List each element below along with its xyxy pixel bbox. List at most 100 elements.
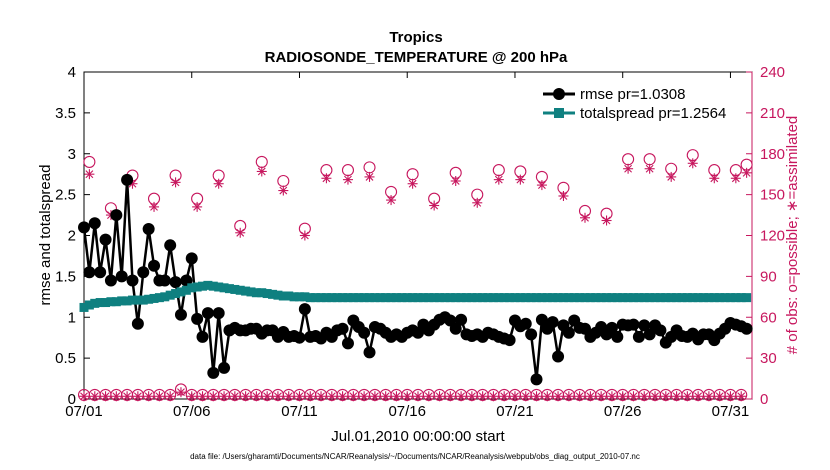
obs-assimilated-marker <box>709 173 720 184</box>
obs-assimilated-marker <box>111 391 122 402</box>
totalspread-point <box>187 283 197 293</box>
totalspread-point <box>375 293 385 303</box>
y-tick-label-left: 2.5 <box>55 187 76 204</box>
totalspread-point <box>101 298 111 308</box>
obs-assimilated-marker <box>617 391 628 402</box>
rmse-point <box>293 331 306 344</box>
rmse-point <box>164 239 177 252</box>
obs-assimilated-marker <box>493 174 504 185</box>
obs-assimilated-marker <box>240 391 251 402</box>
rmse-point <box>740 322 753 335</box>
obs-assimilated-marker <box>299 230 310 241</box>
obs-assimilated-marker <box>192 201 203 212</box>
obs-assimilated-marker <box>450 176 461 186</box>
totalspread-point <box>424 293 434 303</box>
totalspread-point <box>79 302 89 312</box>
x-tick-label: 07/01 <box>65 403 103 420</box>
totalspread-point <box>445 293 455 303</box>
x-tick-label: 07/16 <box>388 403 426 420</box>
totalspread-point <box>639 293 649 303</box>
totalspread-point <box>569 293 579 303</box>
legend-spread-label: totalspread pr=1.2564 <box>580 105 726 122</box>
x-tick-label: 07/31 <box>712 403 750 420</box>
totalspread-point <box>117 296 127 306</box>
y-tick-label-right: 150 <box>760 187 785 204</box>
totalspread-point <box>505 293 515 303</box>
obs-assimilated-marker <box>660 391 671 402</box>
obs-assimilated-marker <box>342 174 353 185</box>
totalspread-point <box>451 293 461 303</box>
obs-assimilated-marker <box>671 391 682 402</box>
totalspread-point <box>127 295 137 305</box>
obs-assimilated-marker <box>305 391 316 402</box>
obs-assimilated-marker <box>337 391 348 402</box>
y-tick-label-right: 180 <box>760 146 785 163</box>
totalspread-point <box>650 293 660 303</box>
rmse-point <box>552 350 565 363</box>
obs-assimilated-marker <box>272 391 283 402</box>
totalspread-point <box>300 292 310 302</box>
obs-assimilated-marker <box>714 391 725 402</box>
y-tick-label-left: 1.5 <box>55 268 76 285</box>
obs-assimilated-marker <box>326 391 337 402</box>
rmse-point <box>632 330 645 343</box>
totalspread-point <box>580 293 590 303</box>
rmse-point <box>638 319 651 332</box>
rmse-point <box>126 274 139 287</box>
totalspread-point <box>391 293 401 303</box>
totalspread-series <box>79 280 752 312</box>
obs-assimilated-marker <box>402 391 413 402</box>
totalspread-point <box>494 293 504 303</box>
rmse-point <box>110 209 123 222</box>
obs-assimilated-marker <box>251 391 262 402</box>
totalspread-point <box>365 293 375 303</box>
obs-assimilated-marker <box>407 178 418 189</box>
totalspread-point <box>435 293 445 303</box>
y-tick-label-right: 240 <box>760 64 785 81</box>
totalspread-point <box>219 283 229 293</box>
obs-assimilated-marker <box>730 173 741 184</box>
totalspread-point <box>564 293 574 303</box>
totalspread-point <box>429 293 439 303</box>
totalspread-point <box>596 293 606 303</box>
obs-assimilated-marker <box>515 174 526 185</box>
totalspread-point <box>257 288 267 298</box>
totalspread-point <box>515 293 525 303</box>
rmse-point <box>298 303 311 316</box>
obs-assimilated-marker <box>434 391 445 402</box>
totalspread-point <box>645 293 655 303</box>
x-axis: 07/01 07/06 07/11 07/16 07/21 07/26 07/31 <box>65 72 749 420</box>
totalspread-point <box>618 293 628 303</box>
obs-assimilated-marker <box>262 391 273 402</box>
obs-assimilated-marker <box>359 391 370 402</box>
rmse-point <box>78 221 90 234</box>
totalspread-point <box>316 293 326 303</box>
obs-assimilated-marker <box>380 391 391 402</box>
obs-assimilated-marker <box>736 391 747 402</box>
rmse-point <box>611 330 624 343</box>
totalspread-point <box>720 293 730 303</box>
totalspread-point <box>327 293 337 303</box>
x-tick-label: 07/06 <box>173 403 211 420</box>
totalspread-point <box>612 293 622 303</box>
obs-assimilated-marker <box>143 391 154 402</box>
rmse-point <box>191 312 204 325</box>
obs-assimilated-marker <box>165 391 176 402</box>
obs-assimilated-marker <box>644 163 655 174</box>
totalspread-point <box>553 293 563 303</box>
totalspread-point <box>602 293 612 303</box>
totalspread-point <box>133 295 143 305</box>
rmse-point <box>88 217 101 230</box>
rmse-point <box>525 328 538 341</box>
obs-assimilated-marker <box>235 227 246 238</box>
obs-assimilated-marker <box>628 391 639 402</box>
obs-assimilated-marker <box>186 391 197 402</box>
totalspread-point <box>677 293 687 303</box>
y-axis-label-left: rmse and totalspread <box>37 165 54 306</box>
totalspread-point <box>672 293 682 303</box>
rmse-point <box>605 321 618 334</box>
obs-assimilated-marker <box>154 391 165 402</box>
totalspread-point <box>95 298 105 308</box>
totalspread-point <box>273 290 283 300</box>
